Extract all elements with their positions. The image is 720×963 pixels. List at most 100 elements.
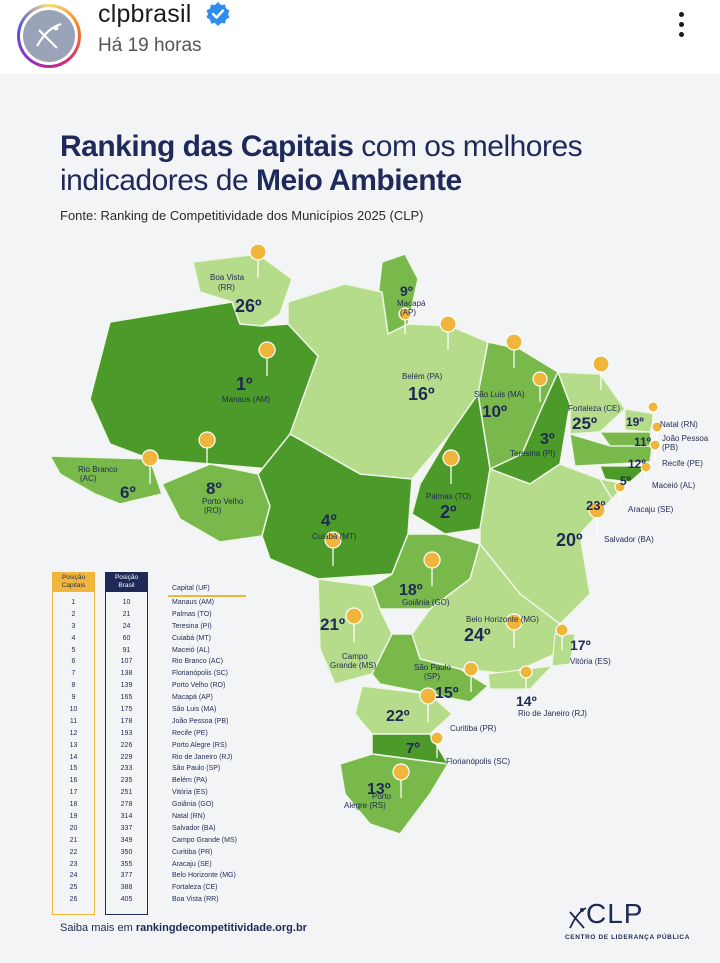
label-name-ce: Fortaleza (CE) xyxy=(568,404,620,413)
label-rank-pr: 22º xyxy=(386,708,410,725)
label-name-pa: Belém (PA) xyxy=(402,372,443,381)
infographic-title: Ranking das Capitais com os melhores ind… xyxy=(60,130,680,198)
username[interactable]: clpbrasil xyxy=(98,0,192,28)
cell-posicao-capitais: 25 xyxy=(69,884,78,892)
cell-posicao-brasil: 24 xyxy=(122,622,131,630)
label-name-rs: Porto xyxy=(372,792,392,801)
cell-posicao-brasil: 278 xyxy=(120,801,133,809)
label-name-ms: Campo xyxy=(342,652,368,661)
cell-posicao-capitais: 8 xyxy=(71,682,76,690)
table-row: 13 226 Porto Alegre (RS) xyxy=(52,742,272,754)
table-row: 5 91 Maceió (AL) xyxy=(52,647,272,659)
pin-icon xyxy=(258,341,276,377)
cell-posicao-capitais: 16 xyxy=(69,777,78,785)
cell-posicao-brasil: 21 xyxy=(122,610,131,618)
pin-icon xyxy=(588,501,606,537)
more-options-icon[interactable] xyxy=(672,12,690,46)
pin-icon xyxy=(651,421,663,443)
table-row: 19 314 Natal (RN) xyxy=(52,813,272,825)
title-bold-part-2: Meio Ambiente xyxy=(255,164,462,197)
table-row: 9 165 Macapá (AP) xyxy=(52,694,272,706)
pin-icon xyxy=(505,333,523,369)
cell-posicao-capitais: 18 xyxy=(69,801,78,809)
map-pins xyxy=(141,243,663,799)
cell-posicao-brasil: 314 xyxy=(120,813,133,821)
cell-posicao-brasil: 350 xyxy=(120,848,133,856)
cell-posicao-brasil: 233 xyxy=(120,765,133,773)
infographic-image: Ranking das Capitais com os melhores ind… xyxy=(0,74,720,963)
cell-posicao-capitais: 7 xyxy=(71,670,76,678)
cell-posicao-brasil: 139 xyxy=(120,682,133,690)
cell-posicao-brasil: 178 xyxy=(120,717,133,725)
cell-posicao-brasil: 226 xyxy=(120,741,133,749)
table-row: 7 138 Florianópolis (SC) xyxy=(52,670,272,682)
cell-capital: Vitória (ES) xyxy=(172,789,208,797)
label-name-sc: Florianópolis (SC) xyxy=(446,757,510,766)
state-rs xyxy=(339,753,450,835)
clp-logo-icon xyxy=(36,22,62,49)
state-es xyxy=(551,633,576,667)
table-row: 17 251 Vitória (ES) xyxy=(52,789,272,801)
pin-icon xyxy=(398,307,412,335)
label-name-rr: Boa Vista xyxy=(210,273,245,282)
title-regular-part-1: com os melhores xyxy=(353,130,583,163)
label-rank-ms: 21º xyxy=(320,615,345,634)
pin-icon xyxy=(324,531,342,567)
cell-posicao-brasil: 388 xyxy=(120,884,133,892)
label-rank-pi: 3º xyxy=(540,431,555,448)
label-uf-ms: Grande (MS) xyxy=(330,661,377,670)
cell-capital: Fortaleza (CE) xyxy=(172,884,218,892)
label-uf-pb: (PB) xyxy=(662,443,678,452)
label-name-ac: Rio Branco xyxy=(78,465,118,474)
pin-icon xyxy=(442,449,460,485)
label-rank-ro: 8º xyxy=(206,479,222,498)
label-name-ma: São Luis (MA) xyxy=(474,390,525,399)
column-posicao-capitais xyxy=(52,572,95,915)
label-name-rn: Natal (RN) xyxy=(660,420,698,429)
cell-capital: Rio de Janeiro (RJ) xyxy=(172,753,233,761)
label-rank-mg: 24º xyxy=(464,625,491,645)
state-sp xyxy=(371,633,490,703)
table-row: 21 349 Campo Grande (MS) xyxy=(52,837,272,849)
label-name-pb: João Pessoa xyxy=(662,434,709,443)
label-rank-rr: 26º xyxy=(235,296,262,316)
cell-posicao-brasil: 10 xyxy=(122,599,131,606)
state-al xyxy=(599,465,650,483)
cell-posicao-capitais: 1 xyxy=(71,599,76,606)
cell-posicao-capitais: 24 xyxy=(69,872,78,880)
cell-posicao-capitais: 2 xyxy=(71,610,76,618)
label-uf-sp: (SP) xyxy=(424,672,440,681)
label-name-se: Aracaju (SE) xyxy=(628,505,674,514)
table-row: 10 175 São Luis (MA) xyxy=(52,706,272,718)
cell-capital: Natal (RN) xyxy=(172,813,206,821)
cell-posicao-brasil: 138 xyxy=(120,670,133,678)
post-timestamp: Há 19 horas xyxy=(98,35,202,56)
label-rank-ba: 20º xyxy=(556,530,583,550)
label-name-sp: São Paulo xyxy=(414,663,451,672)
cell-capital: Cuiabá (MT) xyxy=(172,634,211,642)
label-name-mg: Belo Horizonte (MG) xyxy=(466,615,539,624)
label-rank-go: 18º xyxy=(399,582,423,599)
table-row: 22 350 Curitiba (PR) xyxy=(52,849,272,861)
pin-icon xyxy=(555,623,569,651)
label-rank-pe: 12º xyxy=(628,457,646,471)
label-rank-pa: 16º xyxy=(408,384,435,404)
label-name-pr: Curitiba (PR) xyxy=(450,724,497,733)
cell-posicao-capitais: 15 xyxy=(69,765,78,773)
cell-posicao-brasil: 165 xyxy=(120,694,133,702)
label-uf-rs: Alegre (RS) xyxy=(344,801,386,810)
cell-posicao-capitais: 5 xyxy=(71,646,76,654)
table-row: 1 10 Manaus (AM) xyxy=(52,599,272,611)
cell-posicao-capitais: 6 xyxy=(71,658,76,666)
label-name-mt: Cuiabá (MT) xyxy=(312,532,357,541)
pin-icon xyxy=(614,481,626,503)
cell-posicao-brasil: 107 xyxy=(120,658,133,666)
profile-avatar[interactable] xyxy=(17,4,81,68)
table-row: 23 355 Aracaju (SE) xyxy=(52,861,272,873)
table-row: 4 60 Cuiabá (MT) xyxy=(52,635,272,647)
cell-posicao-capitais: 10 xyxy=(69,706,78,714)
label-name-es: Vitória (ES) xyxy=(570,657,611,666)
cell-posicao-brasil: 355 xyxy=(120,860,133,868)
clp-logo-icon xyxy=(569,907,587,929)
cell-posicao-brasil: 405 xyxy=(120,896,133,904)
